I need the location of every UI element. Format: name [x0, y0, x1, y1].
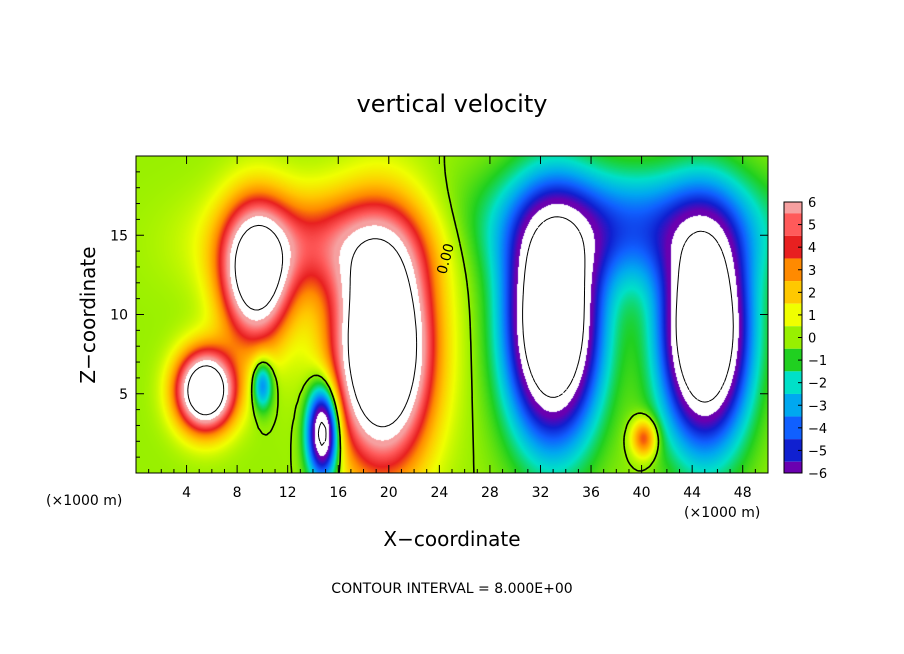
- contour-pos: [187, 224, 418, 428]
- colorbar-label: 1: [808, 309, 816, 324]
- colorbar-label: 0: [808, 332, 816, 347]
- colorbar-label: −1: [808, 354, 827, 369]
- x-tick-label: 44: [683, 485, 701, 501]
- x-tick-label: 4: [182, 485, 191, 501]
- colorbar-label: 5: [808, 219, 816, 234]
- plot-area: 0.00: [135, 155, 769, 474]
- x-unit-left: (×1000 m): [46, 493, 122, 509]
- x-tick-label: 28: [481, 485, 499, 501]
- x-tick-label: 8: [233, 485, 242, 501]
- colorbar-label: −5: [808, 444, 827, 459]
- colorbar-label: −4: [808, 422, 827, 437]
- colorbar-swatch: [784, 461, 802, 473]
- colorbar-swatch: [784, 303, 802, 327]
- colorbar-swatch: [784, 348, 802, 372]
- colorbar-swatch: [784, 202, 802, 214]
- x-unit-right: (×1000 m): [684, 505, 760, 521]
- contour-lines: [187, 156, 734, 474]
- colorbar-label: −2: [808, 377, 827, 392]
- x-tick-label: 16: [329, 485, 347, 501]
- x-axis-label: X−coordinate: [383, 527, 520, 551]
- colorbar-label: 2: [808, 286, 816, 301]
- colorbar-swatch: [784, 235, 802, 259]
- colorbar-swatch: [784, 258, 802, 282]
- colorbar-label: −6: [808, 467, 827, 482]
- x-tick-label: 12: [279, 485, 297, 501]
- contour-neg: [317, 216, 734, 446]
- x-tick-label: 32: [532, 485, 550, 501]
- colorbar-swatch: [784, 416, 802, 440]
- chart-title: vertical velocity: [357, 90, 548, 118]
- colorbar-swatch: [784, 439, 802, 462]
- contour-interval-note: CONTOUR INTERVAL = 8.000E+00: [331, 581, 572, 597]
- y-axis-ticks: 5 10 15: [110, 171, 768, 458]
- x-tick-label: 20: [380, 485, 398, 501]
- y-axis-label: Z−coordinate: [76, 246, 100, 383]
- x-tick-label: 40: [633, 485, 651, 501]
- colorbar-label: 6: [808, 196, 816, 211]
- colorbar-swatch: [784, 393, 802, 417]
- colorbar-swatch: [784, 213, 802, 236]
- y-tick-label: 15: [110, 228, 128, 244]
- x-tick-label: 48: [734, 485, 752, 501]
- velocity-field: [136, 156, 768, 473]
- colorbar-label: 3: [808, 264, 816, 279]
- x-tick-label: 24: [430, 485, 448, 501]
- y-tick-label: 10: [110, 308, 128, 324]
- zero-contour-label: 0.00: [434, 242, 458, 276]
- colorbar-label: 4: [808, 241, 816, 256]
- contour-zero: [250, 156, 660, 474]
- x-axis-ticks: 4 8 12 16 20 24 28 32 36 40 44 48: [148, 156, 756, 501]
- colorbar: 6 5 4 3 2 1 0 −1 −2 −3 −4 −5 −6: [783, 196, 827, 482]
- x-tick-label: 36: [582, 485, 600, 501]
- colorbar-swatch: [784, 281, 802, 304]
- colorbar-swatch: [784, 371, 802, 394]
- colorbar-swatch: [784, 326, 802, 349]
- colorbar-label: −3: [808, 399, 827, 414]
- y-tick-label: 5: [119, 387, 128, 403]
